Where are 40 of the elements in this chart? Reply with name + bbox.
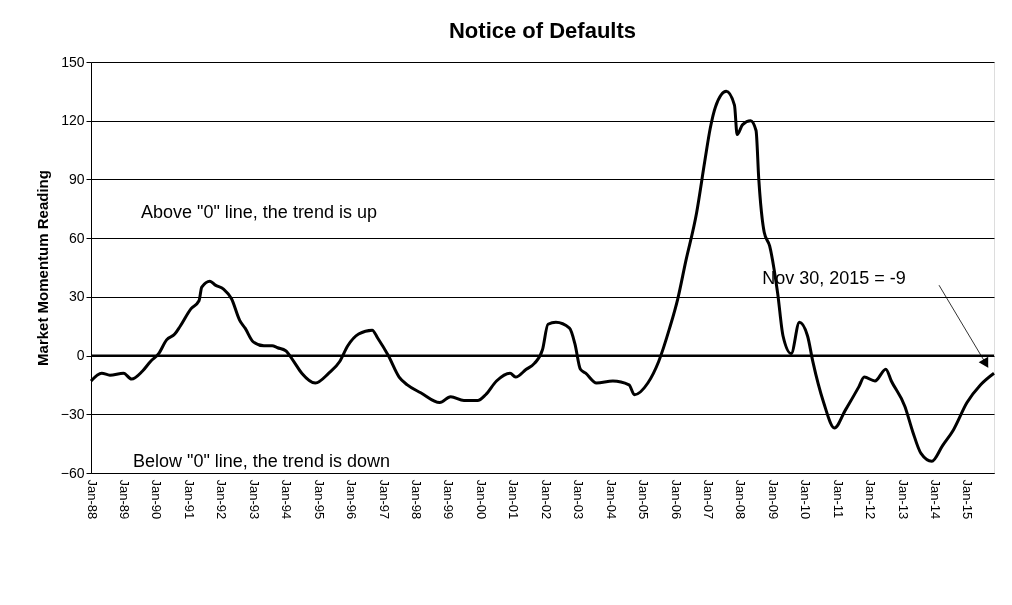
chart-title: Notice of Defaults — [448, 18, 637, 43]
x-tick-label: Jan-00 — [473, 479, 489, 520]
y-tick-label: −60 — [60, 464, 85, 481]
x-tick-label: Jan-90 — [149, 479, 165, 520]
x-tick-label: Jan-06 — [668, 479, 684, 520]
x-tick-label: Jan-12 — [863, 479, 879, 520]
x-tick-label: Jan-98 — [408, 479, 424, 520]
x-tick-label: Jan-14 — [928, 479, 944, 520]
y-tick-label: 90 — [68, 170, 85, 187]
x-tick-label: Jan-15 — [960, 479, 976, 520]
y-axis-title: Market Momentum Reading — [33, 170, 51, 366]
x-tick-label: Jan-89 — [117, 479, 133, 520]
x-tick-label: Jan-95 — [311, 479, 327, 520]
x-tick-label: Jan-03 — [571, 479, 587, 520]
x-tick-label: Jan-04 — [603, 479, 619, 520]
y-tick-label: −30 — [60, 405, 85, 422]
x-tick-label: Jan-88 — [84, 479, 100, 520]
x-tick-label: Jan-92 — [214, 479, 230, 520]
annotation: Above "0" line, the trend is up — [141, 202, 377, 222]
x-tick-label: Jan-10 — [798, 479, 814, 520]
x-tick-label: Jan-11 — [830, 479, 846, 519]
x-tick-label: Jan-91 — [181, 479, 197, 520]
y-tick-label: 150 — [61, 53, 85, 70]
x-tick-label: Jan-08 — [733, 479, 749, 520]
y-tick-label: 0 — [76, 347, 85, 364]
y-tick-label: 60 — [68, 229, 85, 246]
x-tick-label: Jan-94 — [279, 479, 295, 520]
x-tick-label: Jan-07 — [700, 479, 716, 520]
x-tick-label: Jan-01 — [506, 479, 522, 520]
x-tick-label: Jan-13 — [895, 479, 911, 520]
x-tick-label: Jan-02 — [538, 479, 554, 520]
x-tick-label: Jan-97 — [376, 479, 392, 520]
x-tick-label: Jan-09 — [765, 479, 781, 520]
x-tick-label: Jan-93 — [246, 479, 262, 520]
x-tick-label: Jan-96 — [344, 479, 360, 520]
y-tick-label: 120 — [61, 112, 85, 129]
y-tick-label: 30 — [68, 288, 85, 305]
x-tick-label: Jan-05 — [636, 479, 652, 520]
annotation: Below "0" line, the trend is down — [133, 451, 390, 471]
x-tick-label: Jan-99 — [441, 479, 457, 520]
